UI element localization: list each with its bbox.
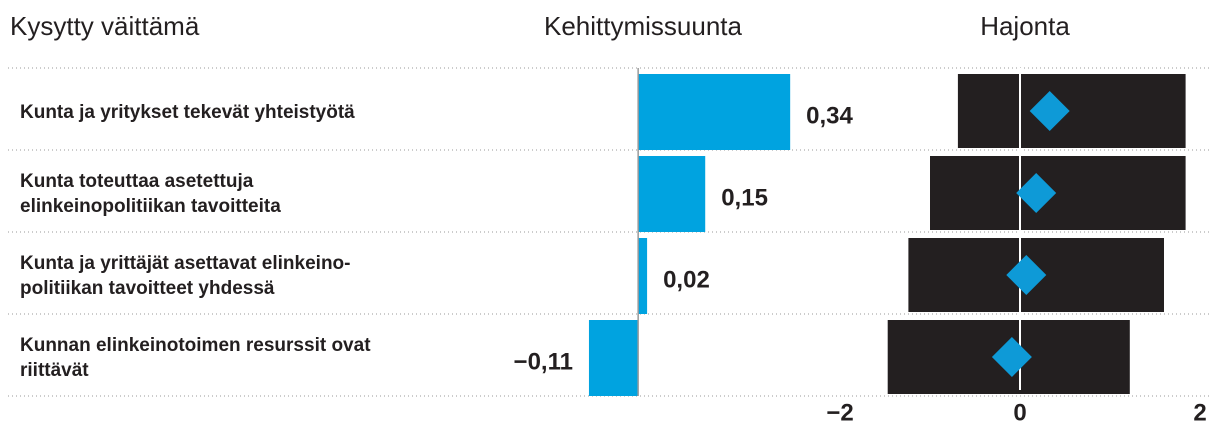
category-label: Kunta ja yrittäjät asettavat elinkeino­p… [20,238,420,314]
bar [638,74,791,150]
category-text: Kunta ja yritykset tekevät yhteistyötä [20,101,355,123]
range-bar [930,156,1186,230]
mean-marker [1006,255,1047,295]
bar [638,156,706,232]
mean-marker [1029,91,1070,131]
x-tick-label: 2 [1193,399,1206,426]
mean-marker [1016,173,1057,213]
category-text: Kunnan elinkeinotoimen resurssit ovat ri… [20,335,371,381]
category-label: Kunnan elinkeinotoimen resurssit ovat ri… [20,320,420,396]
column-title: Kysytty väittämä [10,11,200,41]
mean-marker [991,337,1032,377]
x-tick-label: −2 [826,399,853,426]
panel-title: Kehittymissuunta [544,11,743,41]
value-label: −0,11 [514,348,573,375]
x-tick-label: 0 [1013,399,1026,426]
bar [588,320,639,396]
bar [638,238,648,314]
range-bar [957,74,1186,148]
category-label: Kunta ja yritykset tekevät yhteistyötä [20,74,420,150]
value-label: 0,34 [806,102,853,129]
category-text: Kunta ja yrittäjät asettavat elinkeino­p… [20,253,351,299]
category-text: Kunta toteuttaa asetettuja elinkeinopoli… [20,171,281,217]
panel-title: Hajonta [980,11,1070,41]
category-label: Kunta toteuttaa asetettuja elinkeinopoli… [20,156,420,232]
value-label: 0,15 [721,184,768,211]
value-label: 0,02 [663,266,710,293]
